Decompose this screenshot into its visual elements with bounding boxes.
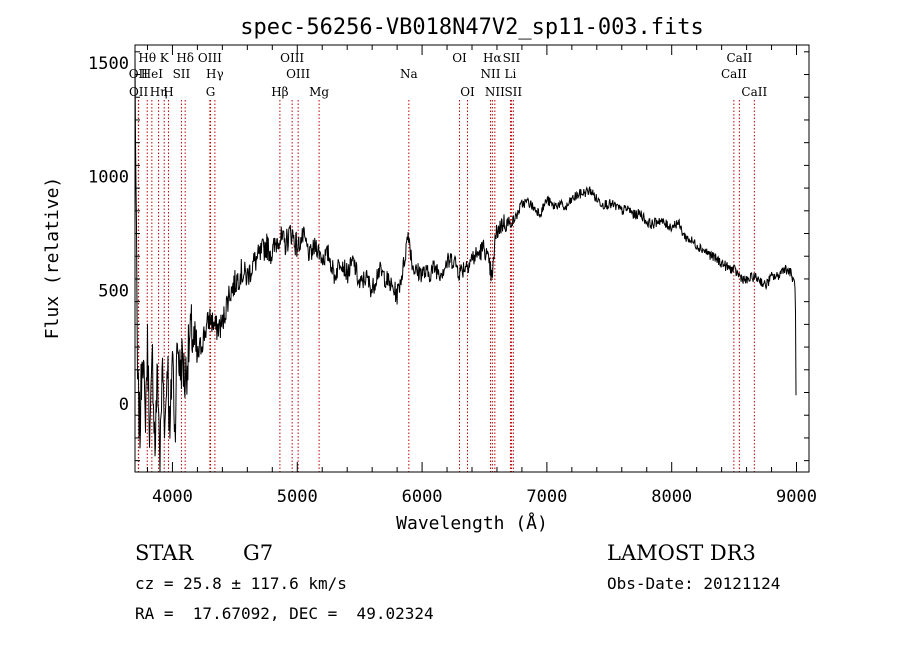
y-axis-ticks: 0 500 1000 1500 xyxy=(88,51,809,462)
x-axis-ticks: 4000 5000 6000 7000 8000 9000 xyxy=(146,45,817,507)
marker-label: SII xyxy=(504,85,522,99)
marker-label: NII xyxy=(485,85,505,99)
marker-label: Hβ xyxy=(271,85,288,99)
marker-label: OII xyxy=(129,67,149,81)
x-tick-label: 4000 xyxy=(152,487,193,507)
marker-label: Hγ xyxy=(206,67,224,81)
marker-label: OIII xyxy=(198,51,222,65)
marker-label: NII xyxy=(480,67,500,81)
x-tick-label: 8000 xyxy=(651,487,692,507)
marker-label: CaII xyxy=(726,51,752,65)
y-tick-label: 1500 xyxy=(88,54,129,74)
sky-coordinates: RA = 17.67092, DEC = 49.02324 xyxy=(135,604,434,623)
marker-label: CaII xyxy=(721,67,747,81)
marker-label: K xyxy=(160,51,170,65)
observation-date: Obs-Date: 20121124 xyxy=(607,574,780,593)
survey-name: LAMOST DR3 xyxy=(607,541,756,565)
marker-label: Mg xyxy=(309,85,329,99)
marker-label: Hδ xyxy=(176,51,194,65)
marker-label: Hη xyxy=(150,85,168,99)
object-class: STAR xyxy=(135,541,194,565)
marker-label: Na xyxy=(400,67,418,81)
marker-label: OIII xyxy=(286,67,310,81)
y-tick-label: 500 xyxy=(98,281,129,301)
y-tick-label: 1000 xyxy=(88,168,129,188)
redshift-line: cz = 25.8 ± 117.6 km/s xyxy=(135,574,347,593)
x-tick-label: 5000 xyxy=(277,487,318,507)
y-axis-label: Flux (relative) xyxy=(42,177,63,340)
marker-label: OI xyxy=(460,85,475,99)
marker-label: Hθ xyxy=(138,51,156,65)
x-tick-label: 7000 xyxy=(526,487,567,507)
spectrum-line xyxy=(134,57,797,473)
x-tick-label: 9000 xyxy=(776,487,817,507)
marker-label: CaII xyxy=(741,85,767,99)
emission-line-markers xyxy=(137,100,755,472)
marker-label: Li xyxy=(505,67,517,81)
marker-label: H xyxy=(163,85,173,99)
marker-label: Hα xyxy=(483,51,502,65)
chart-title: spec-56256-VB018N47V2_sp11-003.fits xyxy=(240,15,704,40)
object-subclass: G7 xyxy=(243,541,273,565)
y-tick-label: 0 xyxy=(119,395,129,415)
marker-label: SII xyxy=(173,67,191,81)
marker-label: OII xyxy=(129,85,149,99)
marker-label: OI xyxy=(452,51,467,65)
x-tick-label: 6000 xyxy=(402,487,443,507)
marker-label: HeI xyxy=(141,67,164,81)
marker-label: SII xyxy=(503,51,521,65)
x-axis-label: Wavelength (Å) xyxy=(396,512,548,534)
marker-label: G xyxy=(206,85,216,99)
marker-label: OIII xyxy=(280,51,304,65)
